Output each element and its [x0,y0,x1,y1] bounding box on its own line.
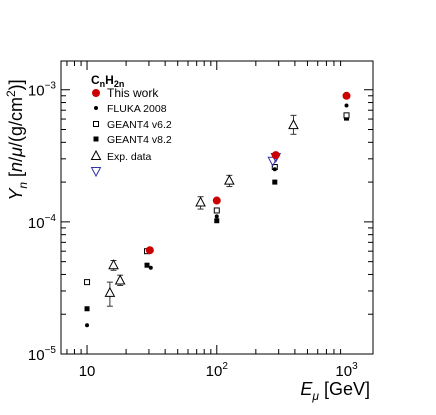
data-point [84,279,91,286]
legend-marker [92,89,100,97]
data-point [195,196,206,207]
y-axis-label: Yn [n/μ/(g/cm2)] [4,79,30,200]
legend-label: GEANT4 v8.2 [107,134,172,146]
data-point [342,91,351,100]
legend-marker [93,121,99,127]
legend-label: This work [107,86,159,100]
data-marks [84,91,351,328]
data-point [104,286,116,297]
data-point [213,207,220,214]
data-point [271,151,280,160]
x-tick-label: 102 [206,361,229,380]
legend-label: GEANT4 v6.2 [107,119,172,131]
legend-marker [90,149,102,160]
x-axis-label: Eμ [GeV] [300,379,370,403]
data-point [84,306,90,312]
legend-marker [93,136,99,142]
x-tick-label: 10 [79,363,96,380]
data-point [144,262,150,268]
legend-marker [90,167,102,178]
data-point [343,112,350,119]
data-point [224,174,235,185]
data-point [145,246,154,255]
legend-label: Exp. data [107,151,152,163]
data-point [272,167,277,172]
legend-label: FLUKA 2008 [107,103,167,115]
legend-marker [94,106,98,110]
data-point [214,214,219,219]
data-point [344,103,349,108]
data-point [148,265,153,270]
legend-title: CnH2n [91,73,124,89]
y-tick-label: 10−5 [28,345,57,364]
data-point [212,196,221,205]
data-point [114,274,126,285]
y-tick-label: 10−4 [28,213,57,232]
x-tick-label: 103 [335,361,358,380]
legend: CnH2n This work FLUKA 2008 GEANT4 v6.2 GEAN… [90,73,172,178]
data-point [108,259,119,270]
data-point [214,218,220,224]
data-point [288,119,299,130]
data-point [272,179,278,185]
axis-ticks [61,61,373,355]
data-point [85,323,90,328]
tick-labels: 10 102 103 10−5 10−4 10−3 [28,81,358,380]
y-tick-label: 10−3 [28,81,57,100]
